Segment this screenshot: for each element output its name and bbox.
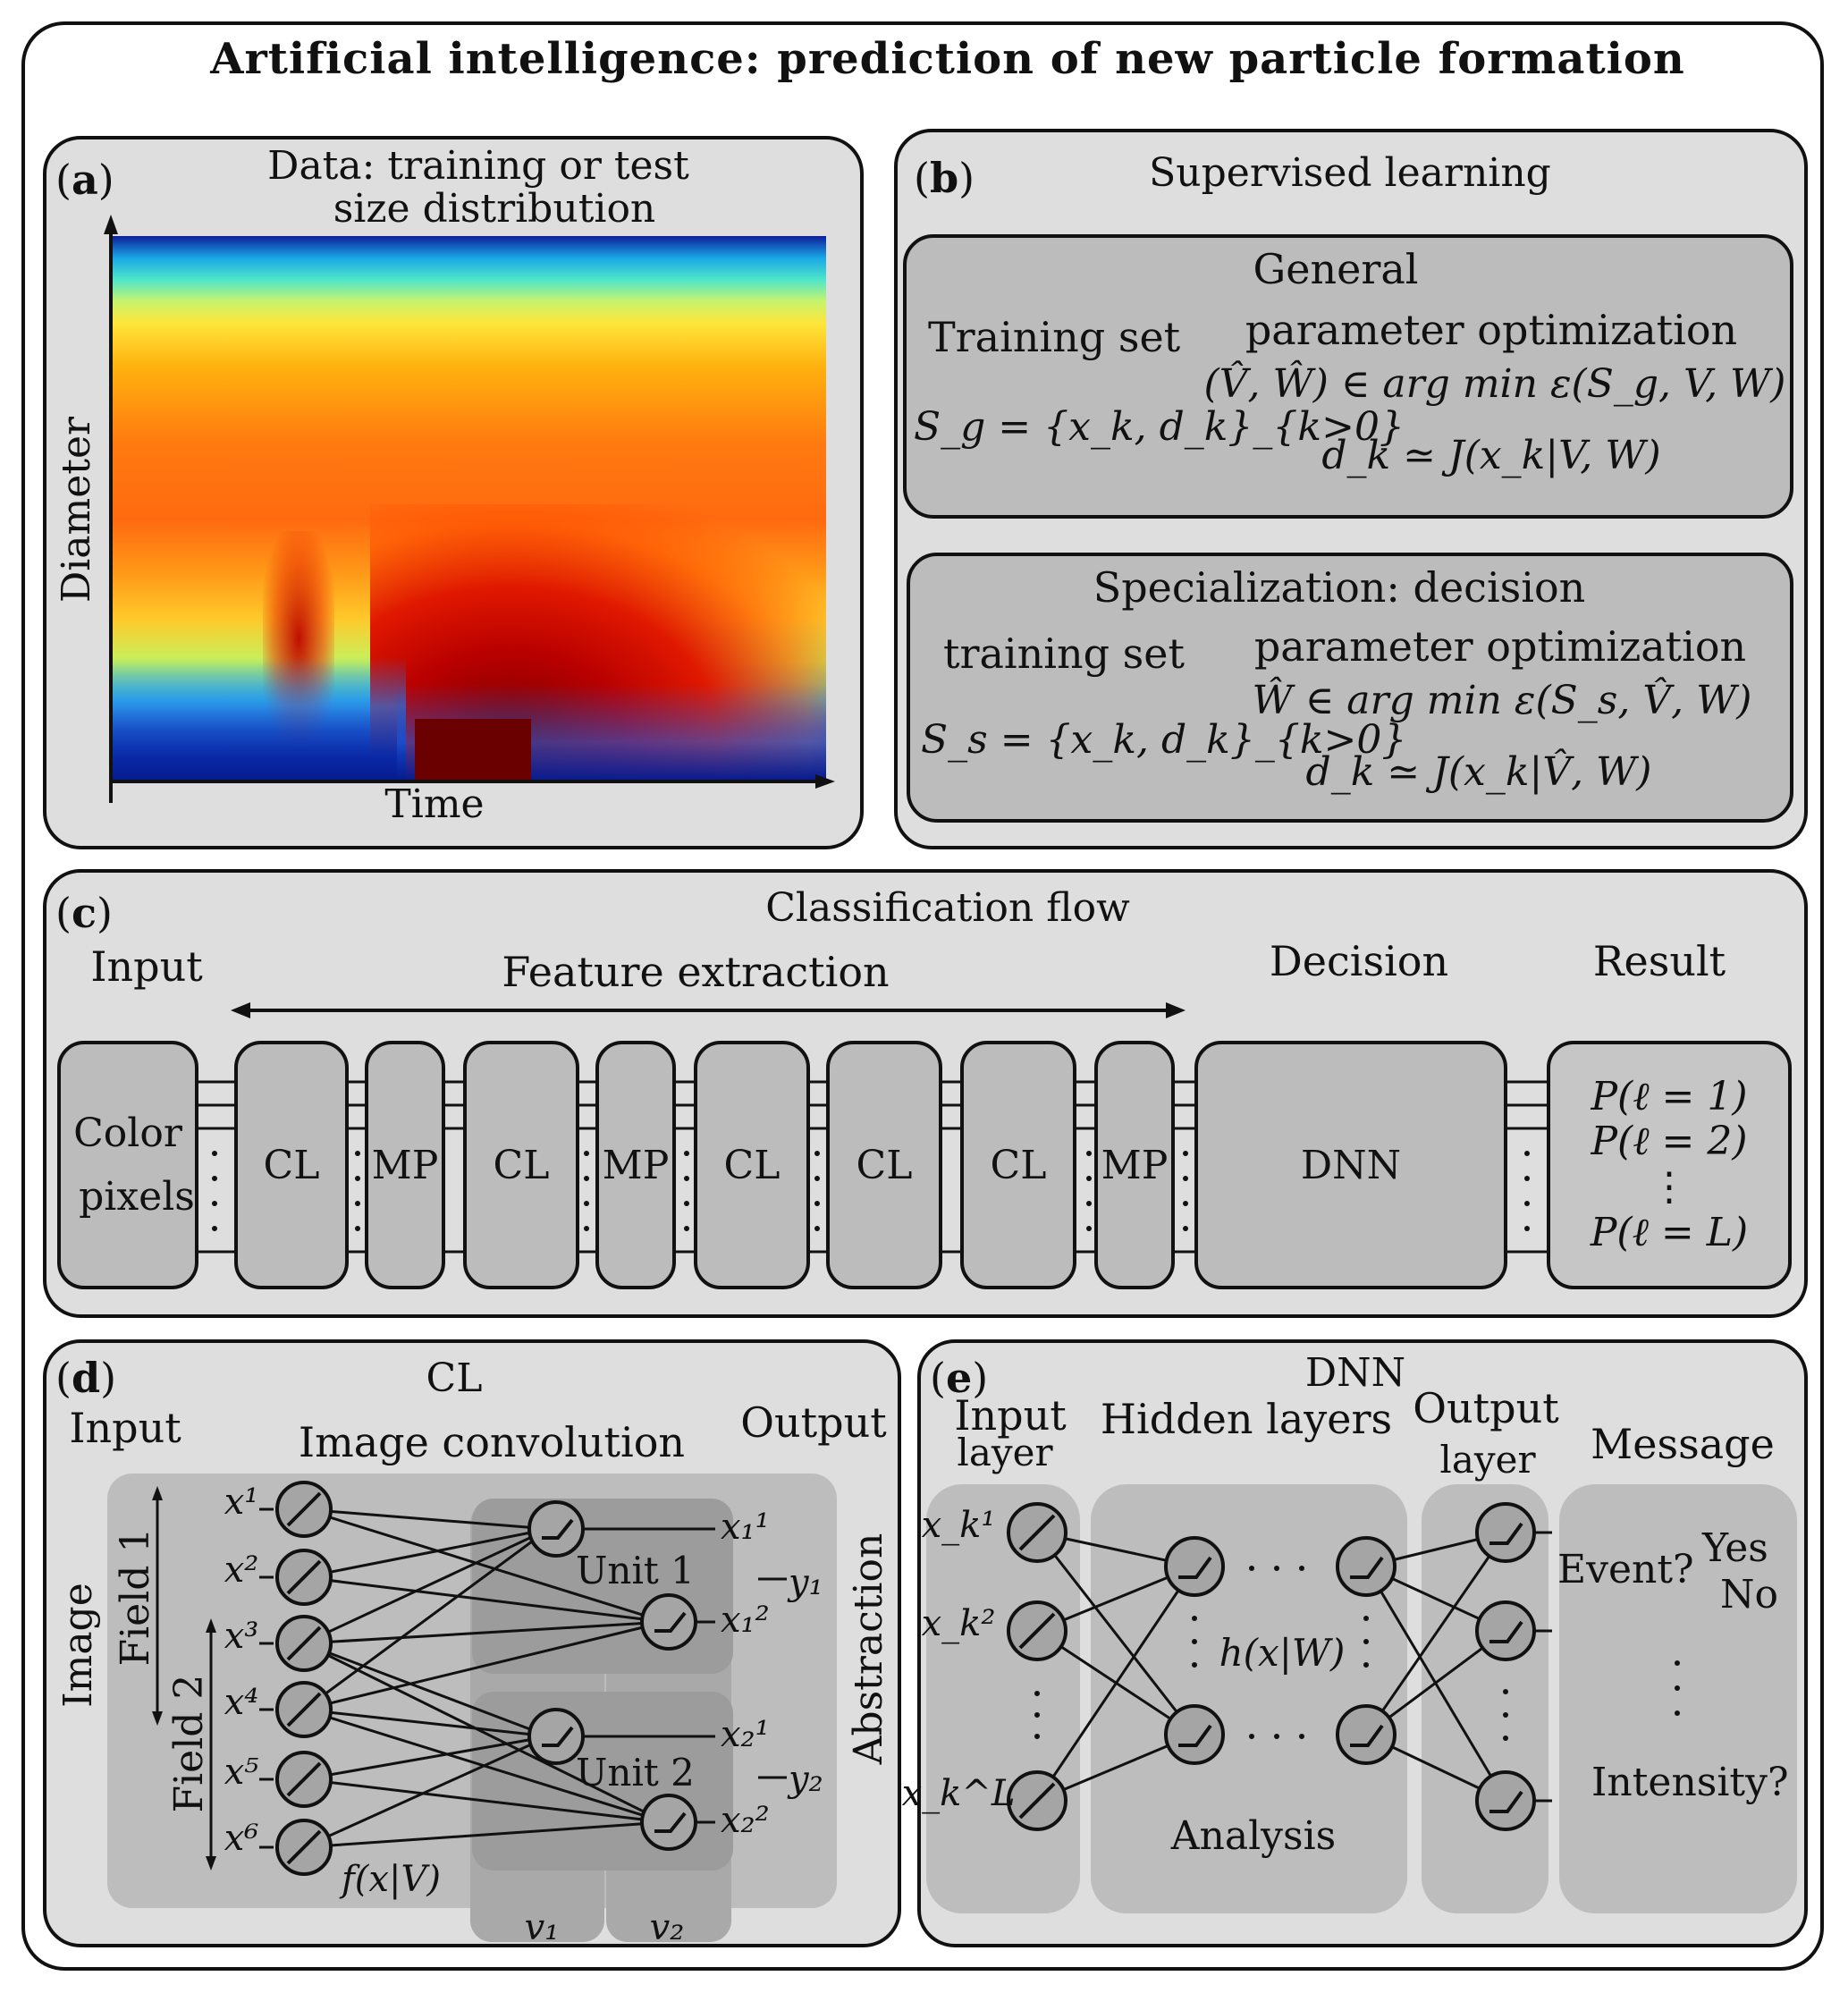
- special-training-set: training set: [943, 629, 1185, 678]
- input-x4: x⁴: [224, 1682, 259, 1723]
- panel-a-subheading: size distribution: [333, 186, 656, 232]
- panel-a-xlabel: Time: [384, 781, 485, 827]
- output-layer-line2: layer: [1439, 1438, 1536, 1482]
- special-title: Specialization: decision: [1093, 563, 1586, 612]
- layer-mp-3-label: MP: [1101, 1142, 1169, 1188]
- general-model-formula: d_k ≃ J(x_k|V, W): [1321, 433, 1661, 478]
- layer-cl-4: CL: [826, 1041, 942, 1289]
- output-x12: x₁²: [721, 1600, 770, 1641]
- prob-ellipsis: ⋮: [1650, 1164, 1689, 1210]
- unit-1-label: Unit 1: [576, 1549, 695, 1592]
- color-pixels-line2: pixels: [79, 1174, 195, 1220]
- layer-mp-2-label: MP: [602, 1142, 670, 1188]
- panel-b-heading: Supervised learning: [1149, 150, 1551, 196]
- specialization-box: [907, 553, 1793, 823]
- prob-class-L: P(ℓ = L): [1590, 1209, 1749, 1255]
- dnn-box-label: DNN: [1300, 1142, 1402, 1188]
- convolution-function: f(x|V): [342, 1859, 441, 1900]
- layer-cl-4-label: CL: [856, 1142, 913, 1188]
- general-set-formula: S_g = {x_k, d_k}_{k>0}: [914, 404, 1405, 450]
- analysis-label: Analysis: [1170, 1813, 1337, 1859]
- weights-v1: v₁: [524, 1907, 560, 1948]
- dnn-box: DNN: [1194, 1041, 1507, 1289]
- prob-class-1: P(ℓ = 1): [1591, 1073, 1748, 1119]
- hidden-layers-label: Hidden layers: [1100, 1395, 1393, 1443]
- layer-cl-5-label: CL: [990, 1142, 1047, 1188]
- layer-mp-1-label: MP: [371, 1142, 439, 1188]
- panel-c-heading: Classification flow: [765, 885, 1130, 931]
- panel-c-result: Result: [1592, 937, 1726, 985]
- output-x22: x₂²: [721, 1800, 770, 1841]
- general-training-set: Training set: [928, 313, 1181, 361]
- answer-no: No: [1720, 1572, 1778, 1617]
- panel-d-label: (d): [55, 1354, 117, 1402]
- input-layer-line1: Input: [954, 1391, 1067, 1440]
- event-question: Event?: [1557, 1547, 1694, 1592]
- input-x6: x⁶: [224, 1818, 259, 1859]
- panel-c-input: Input: [90, 942, 203, 991]
- special-set-formula: S_s = {x_k, d_k}_{k>0}: [921, 717, 1407, 763]
- output-y1: y₁: [789, 1562, 823, 1603]
- answer-yes: Yes: [1702, 1525, 1768, 1571]
- output-x21: x₂¹: [721, 1714, 770, 1755]
- panel-a-label: (a): [55, 156, 114, 204]
- input-x5: x⁵: [224, 1752, 259, 1793]
- layer-cl-1: CL: [234, 1041, 349, 1289]
- panel-c-label: (c): [55, 889, 113, 937]
- layer-cl-2-label: CL: [493, 1142, 550, 1188]
- layer-cl-1-label: CL: [263, 1142, 320, 1188]
- general-title: General: [1253, 245, 1419, 293]
- panel-c-feature-extraction: Feature extraction: [502, 948, 890, 996]
- output-layer-line1: Output: [1413, 1384, 1559, 1432]
- layer-mp-3: MP: [1094, 1041, 1175, 1289]
- input-x3: x³: [224, 1616, 259, 1657]
- message-label: Message: [1591, 1420, 1775, 1468]
- input-layer-line2: layer: [957, 1431, 1053, 1474]
- general-opt-title: parameter optimization: [1245, 306, 1738, 354]
- layer-cl-3: CL: [694, 1041, 810, 1289]
- result-box: P(ℓ = 1) P(ℓ = 2) ⋮ P(ℓ = L): [1547, 1041, 1792, 1289]
- dnn-input-x1: x_k¹: [921, 1505, 996, 1546]
- unit-2-label: Unit 2: [576, 1751, 695, 1795]
- general-box: [903, 234, 1793, 519]
- panel-c-decision: Decision: [1269, 937, 1449, 985]
- special-opt-formula: Ŵ ∈ arg min ε(S_s, V̂, W): [1252, 678, 1752, 723]
- input-x2: x²: [224, 1550, 259, 1591]
- panel-d-output: Output: [740, 1398, 887, 1447]
- general-opt-formula: (V̂, Ŵ) ∈ arg min ε(S_g, V, W): [1203, 361, 1786, 407]
- layer-cl-5: CL: [960, 1041, 1076, 1289]
- color-pixels-line1: Color: [73, 1111, 182, 1156]
- color-pixels-box: Color pixels: [57, 1041, 198, 1289]
- dnn-input-x2: x_k²: [921, 1603, 996, 1644]
- output-x11: x₁¹: [721, 1507, 770, 1548]
- layer-cl-3-label: CL: [723, 1142, 781, 1188]
- panel-a-heading: Data: training or test: [267, 143, 689, 189]
- panel-d-heading: CL: [426, 1355, 483, 1401]
- panel-e-heading: DNN: [1304, 1350, 1406, 1396]
- size-distribution-heatmap: [111, 236, 826, 781]
- hidden-function: h(x|W): [1219, 1631, 1346, 1675]
- panel-d-subheading: Image convolution: [298, 1418, 686, 1466]
- figure-title: Artificial intelligence: prediction of n…: [210, 34, 1685, 84]
- dnn-input-xL: x_k^L: [901, 1773, 1016, 1814]
- output-y2: y₂: [789, 1759, 823, 1800]
- panel-b-label: (b): [914, 154, 975, 202]
- intensity-question: Intensity?: [1591, 1760, 1789, 1805]
- special-model-formula: d_k ≃ J(x_k|V̂, W): [1305, 749, 1652, 795]
- prob-class-2: P(ℓ = 2): [1591, 1119, 1748, 1165]
- input-x1: x¹: [224, 1482, 259, 1523]
- special-opt-title: parameter optimization: [1253, 622, 1747, 671]
- weights-v2: v₂: [649, 1907, 685, 1948]
- layer-cl-2: CL: [463, 1041, 579, 1289]
- panel-e-label: (e): [930, 1354, 989, 1402]
- panel-d-input: Input: [69, 1404, 181, 1452]
- layer-mp-2: MP: [595, 1041, 676, 1289]
- layer-mp-1: MP: [365, 1041, 445, 1289]
